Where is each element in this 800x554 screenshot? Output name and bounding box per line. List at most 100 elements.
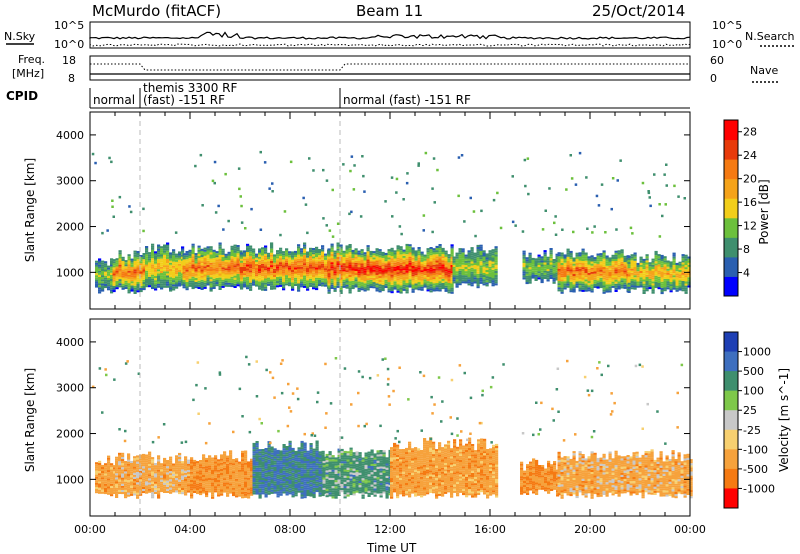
colorbar-tick-label: 20 (743, 173, 757, 186)
range-cell (200, 261, 204, 264)
range-cell (372, 257, 376, 260)
range-cell (139, 454, 143, 457)
range-cell (187, 463, 191, 466)
range-cell (605, 280, 609, 283)
range-cell (321, 274, 325, 277)
range-cell (441, 280, 445, 283)
range-cell (491, 251, 495, 254)
range-cell (175, 486, 179, 489)
range-cell (127, 283, 131, 286)
range-cell (522, 252, 526, 255)
range-cell (282, 261, 286, 264)
range-cell (241, 454, 245, 457)
range-cell (366, 249, 370, 252)
range-cell (611, 254, 615, 257)
range-cell (206, 260, 210, 263)
range-cell (426, 289, 430, 292)
range-cell (264, 448, 268, 451)
range-cell (240, 277, 244, 280)
range-cell (654, 261, 658, 264)
range-cell (148, 258, 152, 261)
range-cell (566, 281, 570, 284)
range-cell (111, 205, 114, 208)
range-cell (172, 251, 176, 254)
range-cell (112, 259, 116, 262)
range-cell (233, 285, 237, 288)
range-cell (110, 289, 114, 292)
range-cell (525, 271, 529, 274)
range-cell (636, 275, 640, 278)
range-cell (447, 254, 451, 257)
range-cell (118, 272, 122, 275)
range-cell (470, 269, 474, 272)
range-cell (188, 280, 192, 283)
range-cell (435, 262, 439, 265)
range-cell (229, 487, 233, 490)
range-cell (191, 252, 195, 255)
range-cell (651, 264, 655, 267)
range-cell (243, 252, 247, 255)
range-cell (426, 272, 430, 275)
range-cell (187, 480, 191, 483)
range-cell (160, 481, 164, 484)
range-cell (312, 268, 316, 271)
range-cell (661, 214, 664, 218)
range-cell (113, 491, 117, 494)
range-cell (142, 480, 146, 483)
range-cell (687, 281, 691, 284)
range-cell (630, 268, 634, 271)
range-cell (217, 480, 221, 483)
range-cell (602, 279, 606, 282)
range-cell (110, 283, 114, 286)
range-cell (243, 254, 247, 257)
range-cell (447, 289, 451, 292)
range-cell (549, 260, 553, 263)
range-cell (244, 452, 248, 455)
range-cell (133, 254, 137, 257)
range-cell (163, 265, 167, 268)
range-cell (663, 276, 667, 279)
range-cell (333, 283, 337, 286)
range-cell (464, 275, 468, 278)
range-cell (620, 255, 624, 258)
range-cell (602, 254, 606, 257)
range-cell (178, 463, 182, 466)
range-cell (261, 251, 265, 254)
range-cell (479, 265, 483, 268)
range-cell (276, 489, 280, 492)
range-cell (464, 279, 468, 282)
range-cell (252, 465, 256, 468)
range-cell (98, 479, 102, 482)
range-cell (175, 457, 179, 460)
range-cell (243, 281, 247, 284)
range-cell (543, 270, 547, 273)
range-cell (193, 486, 197, 489)
range-cell (593, 273, 597, 276)
range-cell (684, 279, 688, 282)
range-cell (276, 276, 280, 279)
range-cell (205, 470, 209, 473)
range-cell (200, 287, 204, 290)
range-cell (309, 272, 313, 275)
range-cell (115, 475, 119, 478)
range-cell (333, 263, 337, 266)
range-cell (306, 276, 310, 279)
range-cell (276, 472, 280, 475)
range-cell (95, 489, 99, 492)
range-cell (136, 467, 140, 470)
range-cell (224, 257, 228, 260)
range-cell (450, 246, 454, 249)
range-cell (366, 265, 370, 268)
range-cell (215, 273, 219, 276)
range-cell (218, 267, 222, 270)
range-cell (130, 275, 134, 278)
range-cell (184, 460, 188, 463)
range-cell (211, 482, 215, 485)
range-cell (405, 254, 409, 257)
range-cell (112, 215, 115, 218)
range-cell (101, 260, 105, 263)
range-cell (540, 268, 544, 271)
range-cell (444, 269, 448, 272)
range-cell (444, 279, 448, 282)
